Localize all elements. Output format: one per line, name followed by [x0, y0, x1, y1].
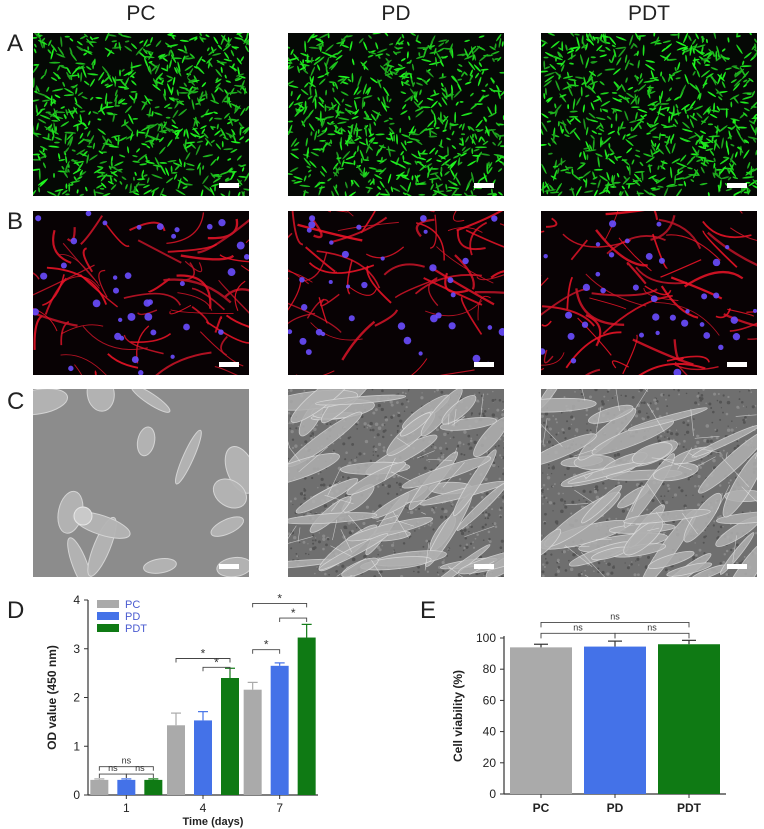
significance-bracket	[614, 632, 690, 639]
row-label-b: B	[7, 208, 24, 235]
y-tick-label: 0	[73, 788, 80, 802]
panel-label-d: D	[7, 597, 25, 624]
scale-bar	[727, 564, 747, 569]
panel-a-pd	[288, 33, 504, 196]
significance-bracket	[125, 773, 154, 779]
significance-label: *	[201, 647, 206, 661]
significance-label: ns	[108, 763, 118, 773]
significance-label: *	[291, 606, 296, 620]
column-title-pd: PD	[381, 2, 411, 25]
significance-bracket	[252, 649, 281, 654]
significance-bracket	[279, 617, 308, 623]
x-tick-label: 7	[276, 801, 283, 815]
x-axis-label: Time (days)	[183, 816, 244, 828]
panel-b-pd	[288, 211, 504, 375]
panel-label-e: E	[420, 597, 437, 624]
panel-a-pdt	[541, 33, 757, 196]
legend-swatch	[97, 612, 119, 620]
significance-bracket	[98, 766, 154, 771]
scale-bar	[219, 362, 239, 367]
bar	[297, 637, 316, 795]
significance-label: ns	[647, 622, 657, 632]
y-tick-label: 100	[476, 631, 496, 645]
significance-bracket	[98, 773, 127, 779]
y-axis-label: OD value (450 nm)	[45, 645, 59, 750]
row-label-a: A	[7, 30, 24, 57]
panel-b-pc	[33, 211, 249, 375]
significance-bracket	[175, 658, 231, 663]
significance-bracket	[252, 602, 308, 608]
y-tick-label: 20	[483, 756, 497, 770]
significance-label: ns	[573, 622, 583, 632]
bar	[117, 779, 136, 795]
y-tick-label: 3	[73, 642, 80, 656]
y-tick-label: 60	[483, 693, 497, 707]
x-tick-label: PC	[533, 801, 550, 815]
y-tick-label: 80	[483, 662, 497, 676]
significance-label: *	[214, 655, 219, 669]
y-tick-label: 0	[489, 787, 496, 801]
scale-bar	[219, 183, 239, 188]
bar	[584, 646, 646, 794]
significance-bracket	[540, 621, 690, 628]
legend-swatch	[97, 624, 119, 632]
significance-label: ns	[135, 763, 145, 773]
legend-label: PC	[125, 599, 140, 611]
scale-bar	[219, 564, 239, 569]
row-label-c: C	[7, 388, 25, 415]
panel-a-pc	[33, 33, 249, 196]
scale-bar	[474, 362, 494, 367]
panel-b-pdt	[541, 211, 757, 375]
bar	[167, 725, 185, 795]
significance-label: *	[264, 638, 269, 652]
y-tick-label: 4	[73, 594, 80, 607]
bar	[658, 644, 720, 794]
legend-swatch	[97, 600, 119, 608]
panel-c-pc	[33, 389, 249, 577]
x-tick-label: 1	[123, 801, 130, 815]
x-tick-label: 4	[200, 801, 207, 815]
significance-label: ns	[610, 611, 620, 621]
y-axis-label: Cell viability (%)	[451, 670, 465, 762]
bar	[194, 720, 212, 795]
scale-bar	[727, 183, 747, 188]
x-tick-label: PD	[607, 801, 624, 815]
legend-label: PD	[125, 611, 140, 623]
column-title-pdt: PDT	[628, 2, 670, 25]
bar	[221, 678, 239, 795]
significance-label: *	[277, 594, 282, 605]
bar	[144, 779, 163, 795]
panel-c-pdt	[541, 389, 757, 577]
legend-label: PDT	[125, 623, 147, 635]
scale-bar	[727, 362, 747, 367]
bar	[270, 665, 289, 795]
scale-bar	[474, 183, 494, 188]
significance-label: ns	[122, 756, 132, 766]
y-tick-label: 40	[483, 725, 497, 739]
y-tick-label: 2	[73, 691, 80, 705]
significance-bracket	[540, 632, 616, 639]
column-title-pc: PC	[126, 2, 156, 25]
cell-viability-bar-chart: 0 20 40 60 80 100 Cell viability (%) PC PD PDT ns n…	[451, 611, 726, 815]
bar	[510, 647, 572, 794]
significance-bracket	[202, 666, 231, 672]
x-tick-label: PDT	[677, 801, 702, 815]
scale-bar	[474, 564, 494, 569]
bar	[243, 689, 262, 795]
bar	[90, 779, 109, 795]
y-tick-label: 1	[73, 739, 80, 753]
panel-c-pd	[288, 389, 504, 577]
